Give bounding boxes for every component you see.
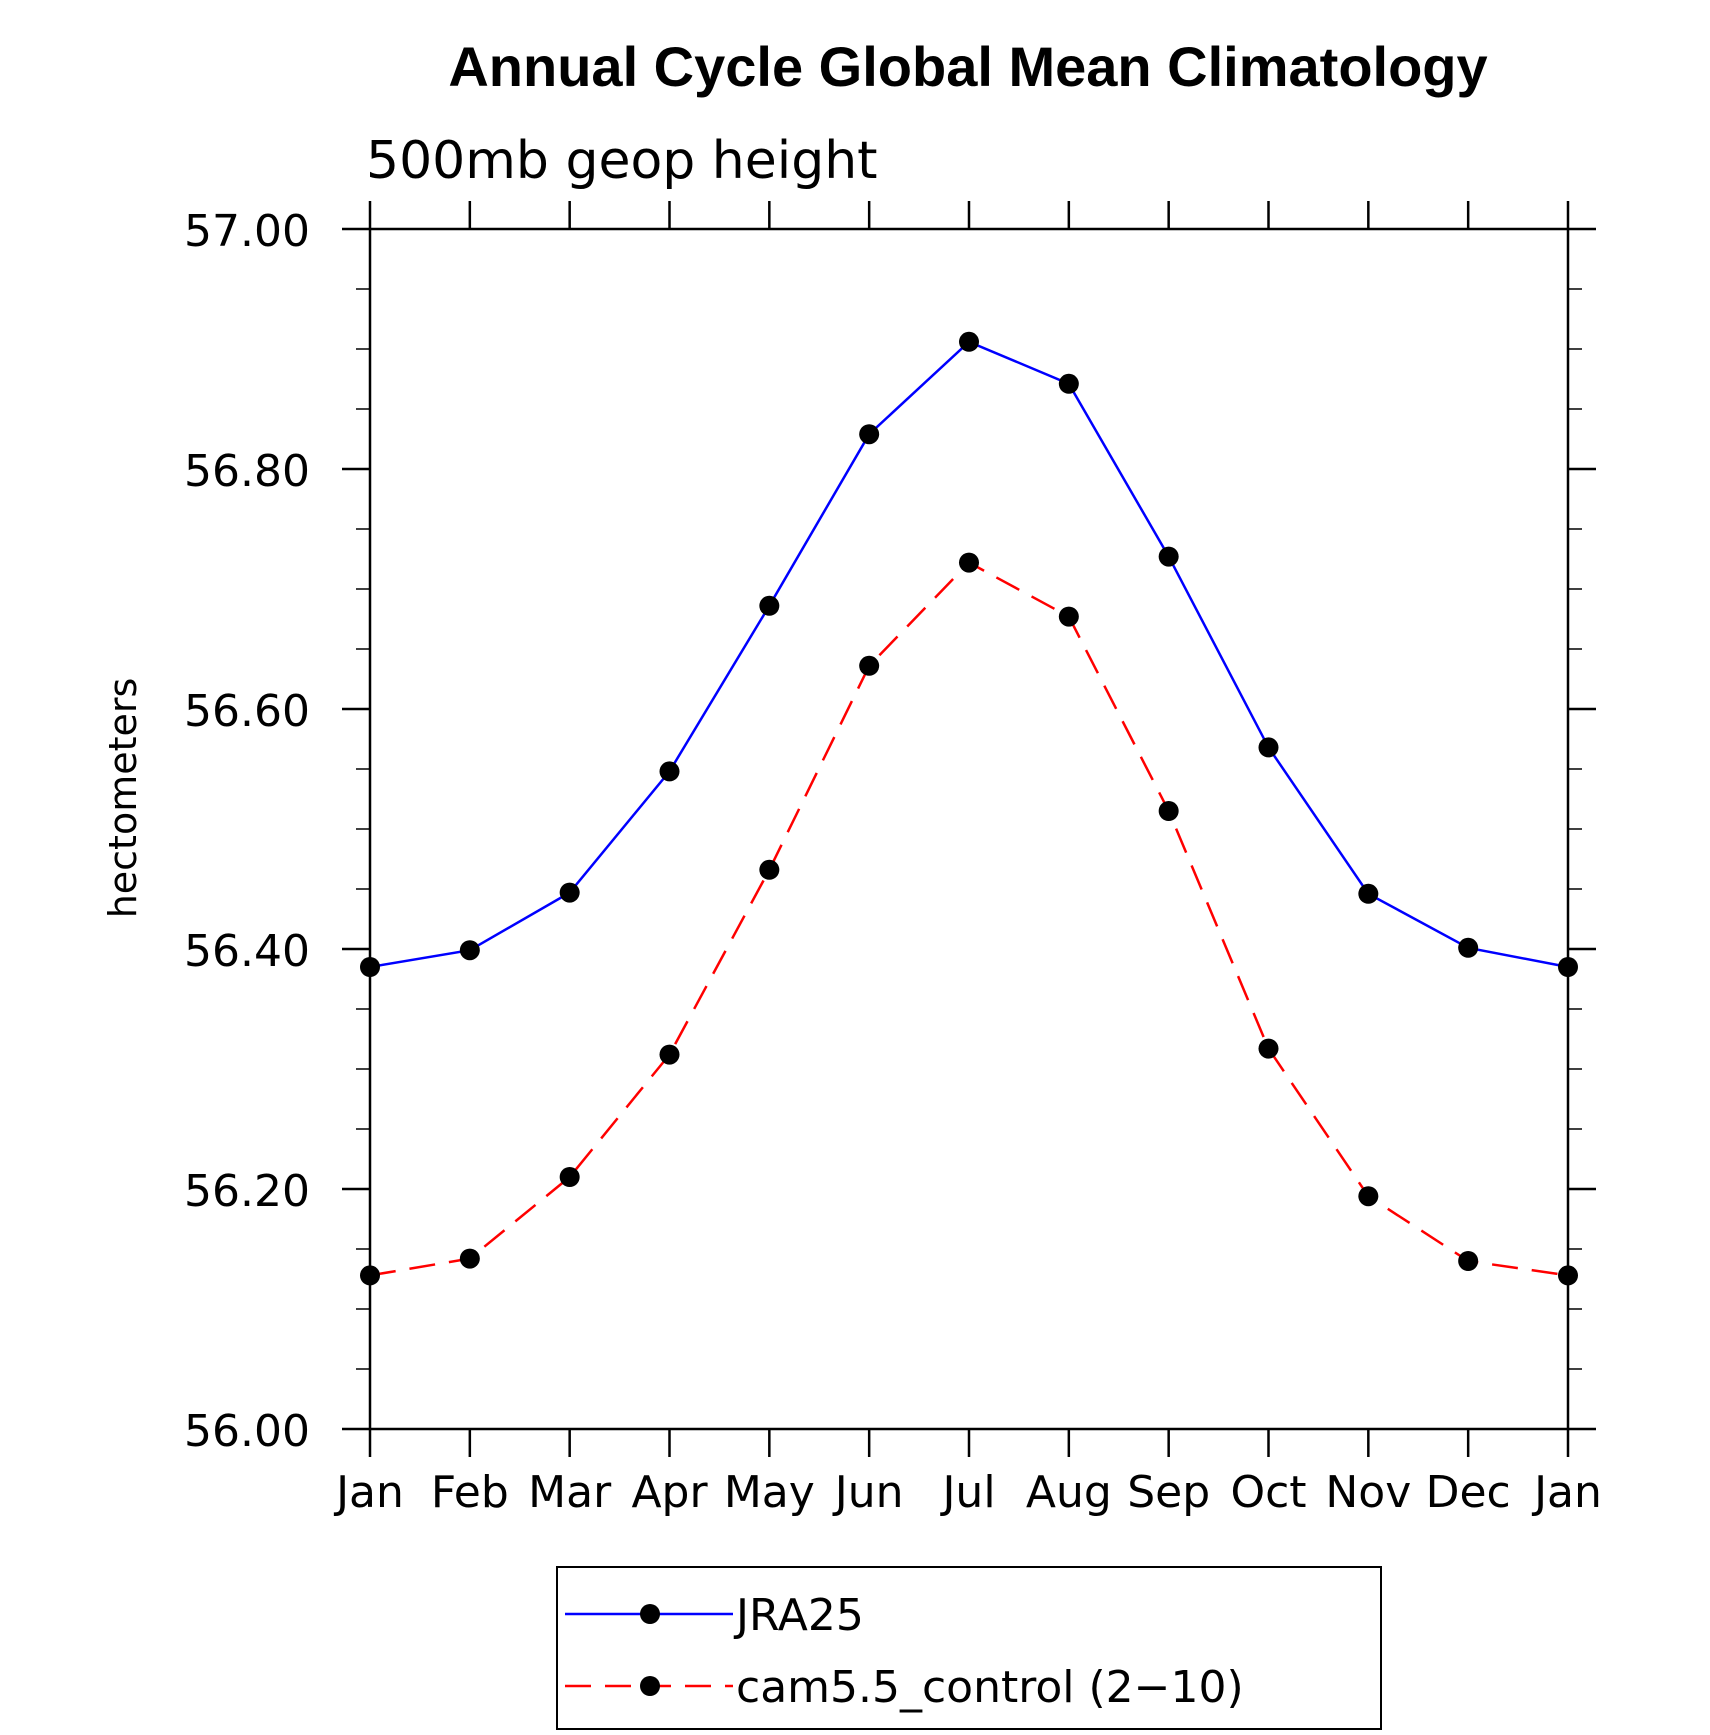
data-point [859, 424, 880, 445]
legend-label: JRA25 [733, 1590, 864, 1641]
data-point [1158, 546, 1179, 567]
x-tick-label: Jul [939, 1467, 995, 1518]
series-layer [360, 331, 1578, 1286]
data-point [659, 1044, 680, 1065]
y-tick-label: 56.60 [184, 686, 310, 737]
y-tick-label: 56.20 [184, 1166, 310, 1217]
x-tick-label: Jun [832, 1467, 904, 1518]
x-tick-label: Aug [1026, 1467, 1112, 1518]
legend-marker [640, 1676, 660, 1696]
data-point [1558, 957, 1578, 977]
data-point [459, 940, 480, 961]
x-tick-label: Nov [1325, 1467, 1411, 1518]
legend-box [556, 1566, 1382, 1730]
chart-title: Annual Cycle Global Mean Climatology [448, 35, 1487, 98]
data-point [1258, 737, 1279, 758]
data-point [1358, 883, 1379, 904]
data-point [1358, 1186, 1379, 1207]
y-tick-label: 56.00 [184, 1406, 310, 1457]
data-point [959, 552, 979, 573]
x-tick-label: Apr [631, 1467, 708, 1518]
x-tick-label: Dec [1426, 1467, 1511, 1518]
data-point [659, 761, 680, 782]
y-tick-label: 57.00 [184, 206, 310, 257]
plot-frame [368, 227, 1570, 1431]
y-tick-label: 56.40 [184, 926, 310, 977]
data-point [859, 655, 880, 676]
axes: Jan Feb Mar Apr May Jun Jul Aug Sep Oct Nov Dec Jan 5… [184, 201, 1602, 1518]
data-point [1058, 606, 1079, 627]
legend-marker [640, 1604, 660, 1624]
data-point [1558, 1265, 1578, 1286]
data-point [759, 859, 780, 880]
legend-label: cam5.5_control (2−10) [736, 1662, 1244, 1713]
x-tick-label: Sep [1127, 1467, 1210, 1518]
legend: JRA25 cam5.5_control (2−10) [556, 1566, 1382, 1730]
series-line-1 [369, 561, 1569, 1277]
data-point [360, 1265, 380, 1286]
x-tick-label: Jan [333, 1467, 404, 1518]
data-point [360, 957, 380, 977]
data-point [559, 882, 580, 903]
x-tick-label: Oct [1230, 1467, 1306, 1518]
x-tick-label: May [724, 1467, 815, 1518]
y-tick-label: 56.80 [184, 446, 310, 497]
chart-subtitle: 500mb geop height [366, 131, 878, 191]
data-point [1258, 1038, 1279, 1059]
data-point [959, 331, 979, 352]
x-tick-label: Feb [431, 1467, 509, 1518]
data-point [1158, 801, 1179, 821]
data-point [1058, 373, 1079, 394]
data-point [459, 1248, 480, 1269]
x-tick-label: Jan [1531, 1467, 1602, 1518]
data-point [1458, 1251, 1479, 1271]
y-axis-label: hectometers [101, 678, 145, 919]
series-line-0 [369, 340, 1569, 969]
data-point [1458, 937, 1479, 958]
x-tick-label: Mar [528, 1467, 612, 1518]
data-point [759, 595, 780, 616]
data-point [559, 1167, 580, 1187]
